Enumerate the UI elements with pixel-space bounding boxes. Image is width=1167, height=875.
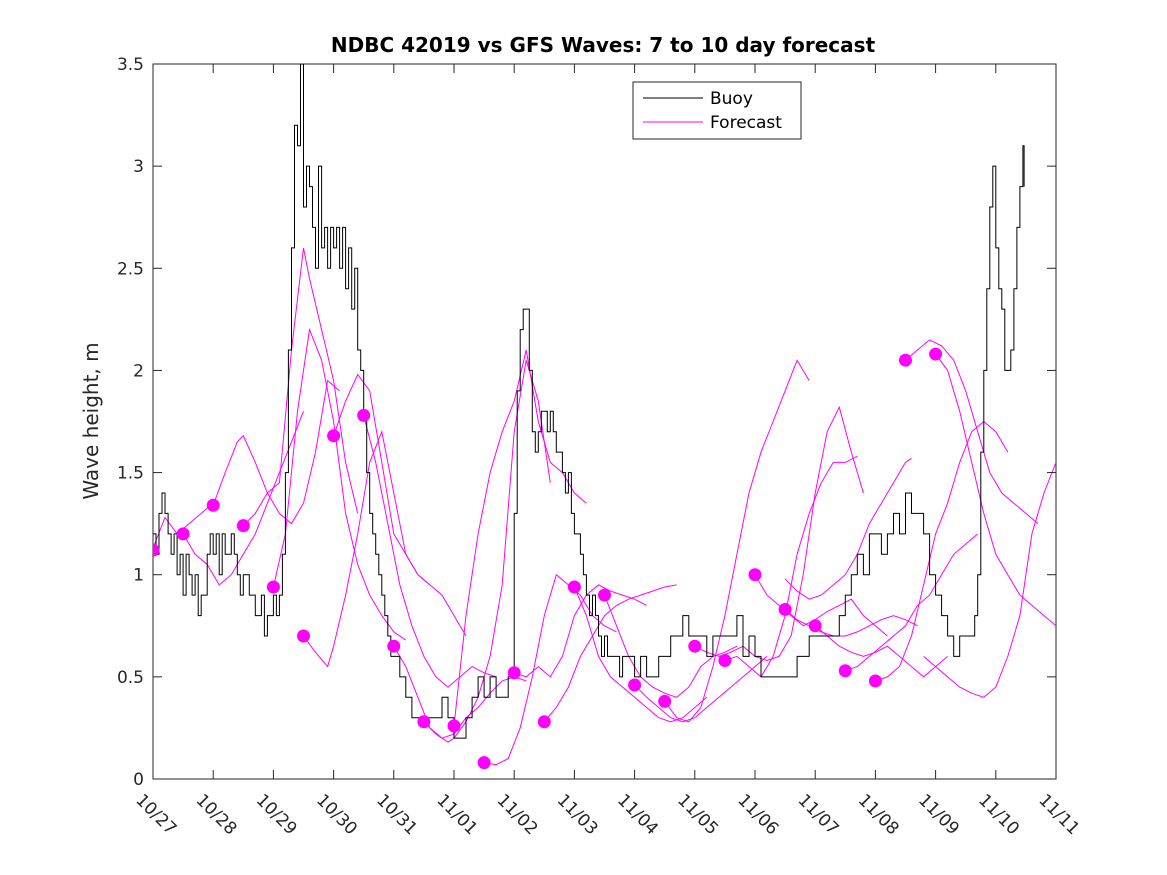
y-axis: 0 0.5 1 1.5 2 2.5 3 3.5 [117, 55, 1056, 790]
forecast-start-marker [447, 719, 461, 733]
forecast-line [182, 411, 304, 586]
forecast-start-marker [718, 654, 732, 668]
forecast-line [242, 247, 359, 527]
forecast-start-marker [477, 756, 491, 770]
forecast-start-marker [236, 519, 250, 533]
forecast-start-marker [417, 715, 431, 729]
forecast-line [784, 609, 918, 637]
forecast-start-marker [899, 353, 912, 367]
y-tick-label: 0 [133, 770, 144, 790]
legend: Buoy Forecast [632, 81, 802, 140]
forecast-start-marker [387, 639, 401, 653]
buoy-line [153, 64, 1025, 739]
forecast-line [333, 373, 467, 637]
forecast-start-marker [778, 602, 792, 616]
chart-title: NDBC 42019 vs GFS Waves: 7 to 10 day for… [331, 33, 876, 57]
forecast-start-marker [598, 588, 611, 602]
y-tick-label: 1 [133, 566, 144, 586]
forecast-line [573, 586, 708, 723]
forecast-line [935, 353, 1056, 627]
y-axis-label: Wave height, m [79, 342, 103, 499]
forecast-start-marker [628, 678, 642, 692]
forecast-line [754, 574, 888, 637]
forecast-start-marker [153, 543, 160, 557]
y-tick-label: 1.5 [117, 464, 144, 484]
y-tick-label: 0.5 [117, 668, 144, 688]
forecast-line [905, 339, 1039, 524]
forecast-start-marker [748, 568, 762, 582]
legend-buoy-label: Buoy [710, 89, 753, 109]
forecast-start-marker [537, 715, 551, 729]
y-tick-label: 3.5 [117, 55, 144, 75]
forecast-start-marker [507, 666, 521, 680]
axes-frame [152, 63, 1057, 780]
y-tick-label: 2 [133, 361, 144, 381]
forecast-line [604, 594, 738, 698]
forecast-line [923, 462, 1056, 698]
legend-box [632, 81, 802, 140]
forecast-line [634, 656, 768, 723]
forecast-line [484, 573, 617, 766]
y-tick-label: 3 [133, 157, 144, 177]
legend-forecast-label: Forecast [710, 113, 782, 133]
forecast-line [212, 379, 340, 525]
forecast-start-marker [688, 639, 702, 653]
forecast-start-marker [838, 664, 852, 678]
forecast-line [784, 457, 912, 600]
forecast-line [664, 359, 810, 723]
forecast-line [514, 584, 647, 678]
forecast-start-marker [176, 527, 190, 541]
forecast-line [272, 327, 407, 641]
series-group [153, 64, 1056, 770]
forecast-start-marker [357, 408, 371, 422]
forecast-start-marker [297, 629, 310, 643]
forecast-start-marker [868, 674, 882, 688]
forecast-line [875, 420, 1009, 682]
forecast-start-marker [327, 429, 341, 443]
forecast-start-marker [567, 580, 581, 594]
forecast-line [363, 415, 497, 688]
forecast-start-marker [206, 498, 220, 512]
forecast-line [814, 625, 948, 678]
y-tick-label: 2.5 [117, 259, 144, 279]
forecast-start-marker [808, 619, 822, 633]
forecast-start-marker [929, 347, 943, 361]
forecast-start-marker [266, 580, 280, 594]
forecast-start-marker [658, 694, 672, 708]
forecast-line [845, 533, 979, 672]
plot-area [152, 63, 1057, 780]
